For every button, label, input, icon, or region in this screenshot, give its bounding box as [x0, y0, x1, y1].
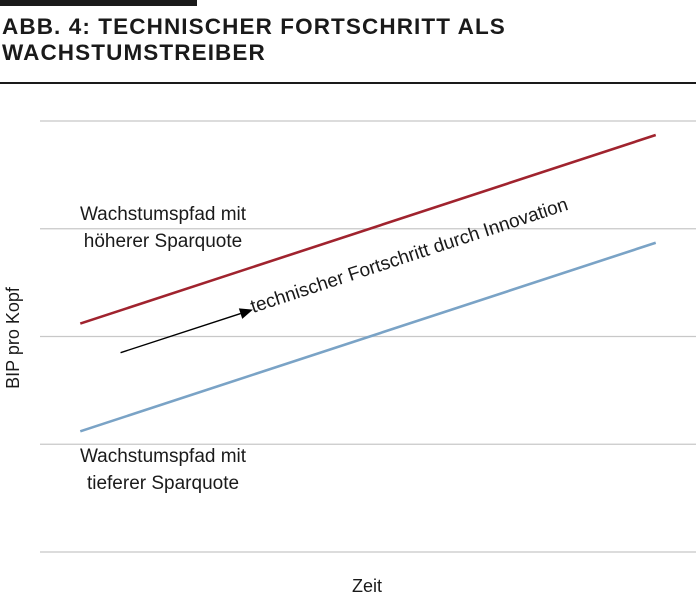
series-label-higher-savings: Wachstumspfad mit höherer Sparquote — [80, 204, 247, 252]
series-labels: Wachstumspfad mit höherer SparquoteWachst… — [80, 204, 247, 494]
annotation-arrow-head — [238, 308, 253, 319]
annotation-text: technischer Fortschritt durch Innovation — [248, 194, 571, 318]
series-label-line: tieferer Sparquote — [87, 473, 239, 494]
series-label-line: Wachstumspfad mit — [80, 204, 247, 225]
x-axis-label: Zeit — [352, 576, 382, 596]
y-axis-label: BIP pro Kopf — [3, 286, 23, 389]
annotation-arrow-shaft — [120, 312, 241, 354]
series-label-line: Wachstumspfad mit — [80, 446, 247, 467]
series-label-line: höherer Sparquote — [84, 231, 242, 252]
series-label-lower-savings: Wachstumspfad mit tieferer Sparquote — [80, 446, 247, 494]
title-accent-bar — [0, 0, 197, 6]
figure-title: ABB. 4: TECHNISCHER FORTSCHRITT ALS WACH… — [2, 14, 506, 65]
series-line-lower-savings — [79, 241, 657, 433]
series-line-higher-savings — [79, 133, 657, 325]
title-divider — [0, 82, 696, 84]
series-layer — [79, 133, 657, 433]
